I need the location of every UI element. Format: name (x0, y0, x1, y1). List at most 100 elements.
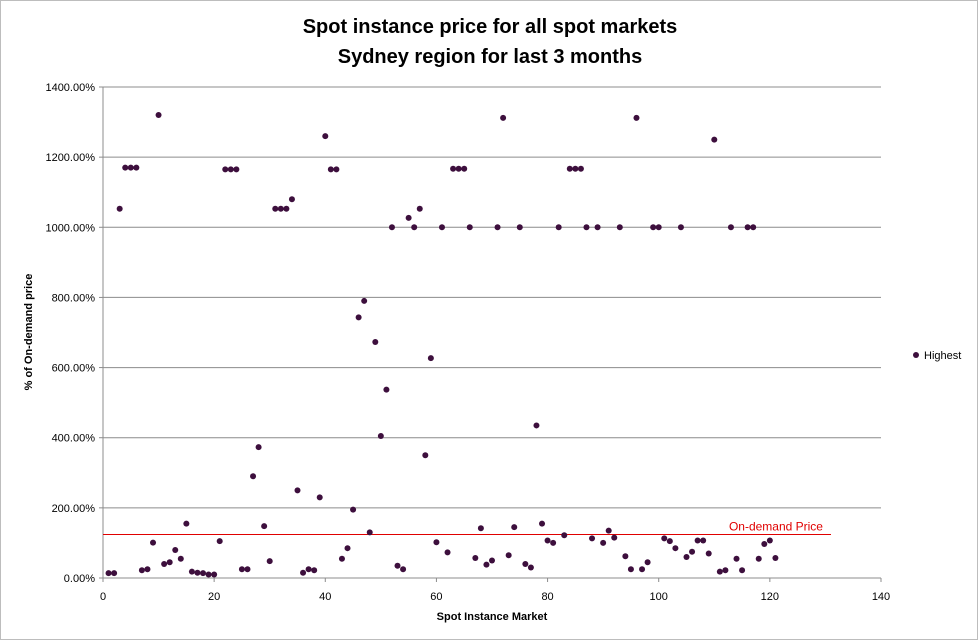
y-tick-label: 1000.00% (45, 222, 95, 234)
data-point (616, 224, 623, 231)
data-point (105, 570, 112, 577)
data-point (288, 196, 295, 203)
data-point (489, 557, 495, 564)
data-point (450, 165, 457, 172)
y-axis-title: % of On-demand price (23, 274, 35, 391)
data-point (689, 548, 696, 555)
data-point (227, 166, 234, 173)
data-point (161, 560, 168, 567)
data-point (622, 553, 629, 560)
data-point (183, 520, 190, 527)
y-tick-label: 0.00% (64, 573, 95, 585)
data-point (127, 164, 134, 171)
data-point (477, 525, 484, 532)
data-point (400, 566, 407, 573)
data-point (644, 559, 651, 566)
data-point (744, 224, 751, 231)
data-point (711, 136, 718, 143)
data-point (322, 133, 329, 140)
data-point (338, 555, 345, 562)
data-point (372, 338, 379, 345)
data-point (650, 224, 657, 231)
data-point (300, 569, 307, 576)
data-point (722, 567, 729, 574)
data-point (611, 534, 618, 541)
data-point (122, 164, 129, 171)
data-point (677, 224, 684, 231)
data-point (672, 545, 679, 552)
data-point (350, 506, 357, 513)
x-tick-label: 80 (541, 591, 553, 603)
data-point (261, 523, 268, 530)
data-point (155, 112, 162, 119)
data-point (422, 452, 429, 459)
data-point (533, 422, 540, 429)
data-point (316, 494, 323, 501)
data-point (566, 165, 573, 172)
data-point (600, 539, 607, 546)
data-point (138, 567, 145, 574)
data-point (633, 114, 640, 121)
data-point (238, 566, 245, 573)
x-axis-title: Spot Instance Market (437, 611, 548, 623)
data-point (694, 537, 701, 544)
y-tick-label: 1200.00% (45, 152, 95, 164)
y-tick-label: 800.00% (52, 292, 96, 304)
data-point (716, 568, 723, 575)
data-point (250, 473, 257, 480)
data-point (500, 114, 507, 121)
data-point (511, 524, 518, 531)
data-point (405, 214, 412, 221)
data-point (461, 165, 468, 172)
data-point (211, 571, 218, 578)
data-point (294, 487, 301, 494)
data-point (305, 566, 312, 573)
legend-marker (913, 352, 919, 358)
data-point (555, 224, 562, 231)
data-point (750, 224, 757, 231)
data-point (233, 166, 240, 173)
gridlines (103, 86, 881, 509)
data-point (150, 539, 157, 546)
data-point (344, 545, 351, 552)
data-point (172, 546, 179, 553)
data-point (472, 555, 479, 562)
data-point (283, 205, 290, 212)
data-point (683, 553, 690, 560)
data-point (589, 535, 596, 542)
data-point (433, 539, 440, 546)
data-point (255, 444, 262, 451)
data-point (377, 432, 384, 439)
data-point (205, 571, 212, 578)
data-point (700, 537, 707, 544)
data-point (166, 559, 173, 566)
data-point (639, 566, 646, 573)
data-point (394, 562, 401, 569)
data-point (739, 567, 746, 574)
data-point (733, 555, 740, 562)
data-point (144, 566, 151, 573)
data-point (772, 555, 779, 562)
data-point (311, 567, 318, 574)
x-tick-label: 120 (761, 591, 779, 603)
y-tick-label: 600.00% (52, 363, 96, 375)
data-point (383, 386, 390, 393)
data-point (177, 555, 184, 562)
data-point (627, 566, 634, 573)
data-point (577, 165, 584, 172)
data-point (705, 550, 712, 557)
data-point (277, 205, 284, 212)
data-point (583, 224, 590, 231)
data-point (266, 558, 273, 565)
data-point (766, 537, 773, 544)
data-point (527, 564, 534, 571)
reference-line-group: On-demand Price (103, 520, 831, 536)
data-point (544, 537, 551, 544)
on-demand-price-label: On-demand Price (729, 520, 823, 534)
data-point (111, 570, 118, 577)
data-point (466, 224, 473, 231)
axes (99, 86, 882, 582)
data-point (327, 166, 334, 173)
